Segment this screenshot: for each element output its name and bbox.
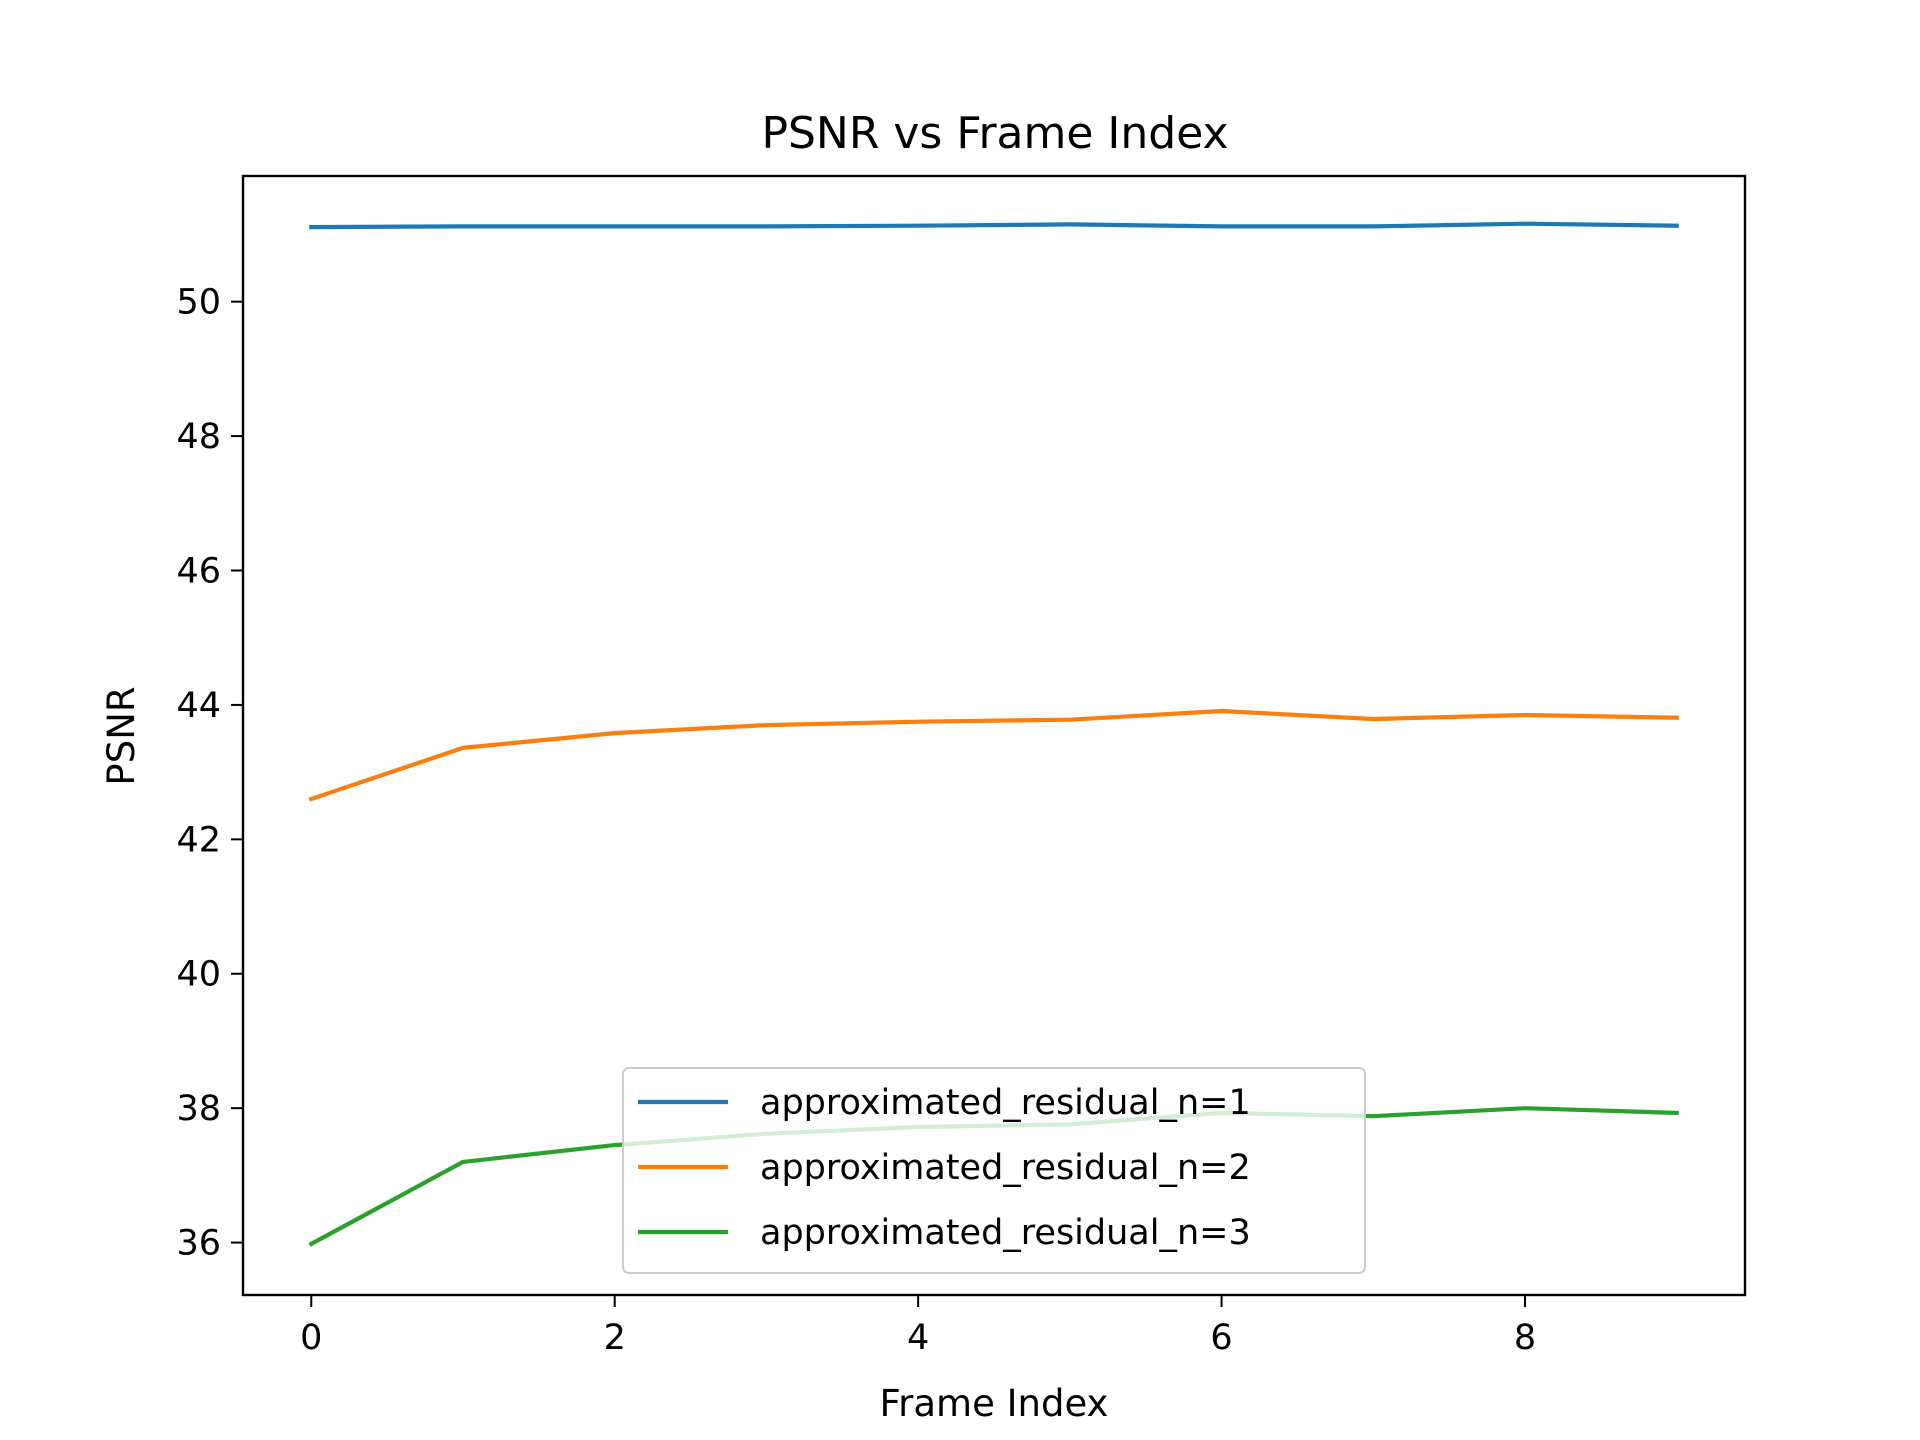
legend: approximated_residual_n=1 approximated_re… xyxy=(622,1067,1366,1274)
legend-label-2: approximated_residual_n=2 xyxy=(760,1148,1251,1188)
chart-title: PSNR vs Frame Index xyxy=(761,108,1228,159)
x-tick-label: 0 xyxy=(300,1318,322,1358)
y-tick-label: 46 xyxy=(176,552,221,592)
legend-label-3: approximated_residual_n=3 xyxy=(760,1213,1251,1253)
x-tick-label: 4 xyxy=(907,1318,929,1358)
y-axis-label: PSNR xyxy=(100,686,143,785)
x-tick-label: 8 xyxy=(1514,1318,1536,1358)
plot-frame xyxy=(241,174,1747,1297)
series-line-1 xyxy=(309,221,1679,230)
legend-box xyxy=(622,1067,1366,1274)
y-tick-label: 38 xyxy=(176,1089,221,1129)
x-axis-ticks: 0 2 4 6 8 xyxy=(300,1295,1536,1358)
y-tick-label: 50 xyxy=(176,283,221,323)
series-line-2 xyxy=(308,708,1679,802)
x-tick-label: 2 xyxy=(604,1318,626,1358)
y-tick-label: 48 xyxy=(176,417,221,457)
x-tick-label: 6 xyxy=(1210,1318,1232,1358)
y-tick-label: 40 xyxy=(176,955,221,995)
y-tick-label: 36 xyxy=(176,1224,221,1264)
y-tick-label: 44 xyxy=(176,686,221,726)
y-axis-ticks: 36 38 40 42 44 46 48 50 xyxy=(176,283,243,1264)
legend-label-1: approximated_residual_n=1 xyxy=(760,1083,1251,1123)
x-axis-label: Frame Index xyxy=(880,1382,1109,1425)
y-tick-label: 42 xyxy=(176,820,221,860)
